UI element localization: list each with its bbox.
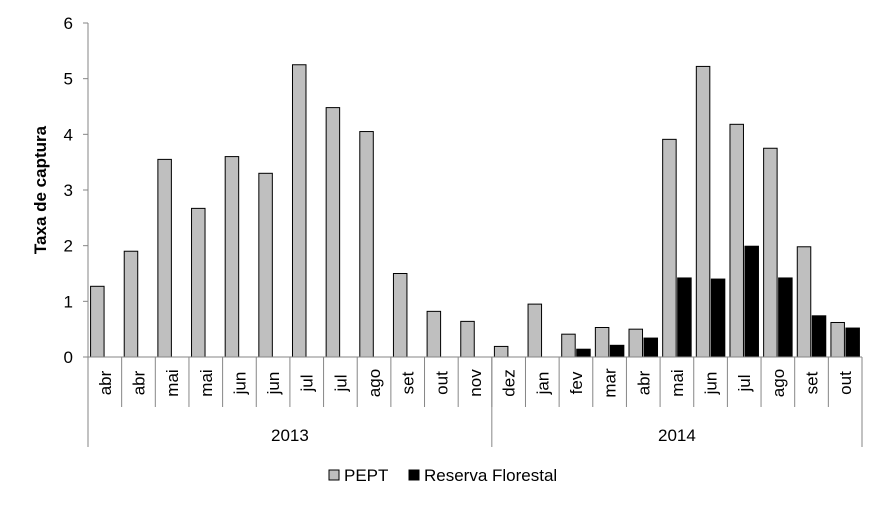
bar-pept <box>325 107 341 358</box>
x-tick-label: jul <box>331 374 350 392</box>
bar-pept <box>527 303 543 358</box>
bar-pept <box>359 131 374 358</box>
bar-pept <box>426 310 442 358</box>
group-label: 2014 <box>658 426 696 445</box>
bar-reserva-florestal <box>609 344 625 358</box>
bars <box>90 64 860 358</box>
bar-pept <box>628 328 644 358</box>
y-tick-label: 4 <box>64 125 73 144</box>
x-tick-label: fev <box>567 371 586 394</box>
x-tick-label: abr <box>96 370 115 395</box>
bar-pept <box>291 64 307 358</box>
bar-pept <box>123 250 139 358</box>
bar-pept <box>90 285 105 358</box>
bar-reserva-florestal <box>845 327 860 358</box>
bar-pept <box>662 138 677 358</box>
legend-swatch <box>408 469 420 481</box>
x-tick-label: jul <box>298 374 317 392</box>
x-tick-label: abr <box>634 370 653 395</box>
y-tick-label: 3 <box>64 181 73 200</box>
x-tick-label: mar <box>601 368 620 398</box>
x-tick-label: set <box>399 371 418 394</box>
x-tick-label: abr <box>129 370 148 395</box>
x-tick-label: out <box>432 371 451 395</box>
x-axis: abr abr mai mai jun jun jul jul ago set out nov dez j… <box>87 356 863 447</box>
y-tick-label: 2 <box>64 237 73 256</box>
x-tick-label: dez <box>500 369 519 396</box>
bar-pept <box>493 345 509 358</box>
bar-pept <box>561 333 576 358</box>
bar-reserva-florestal <box>677 277 692 358</box>
legend-label: Reserva Florestal <box>424 466 557 485</box>
bar-reserva-florestal <box>643 337 659 358</box>
bar-pept <box>729 123 744 358</box>
x-tick-label: jun <box>264 372 283 396</box>
x-tick-label: mai <box>197 369 216 396</box>
y-tick-label: 5 <box>64 70 73 89</box>
bar-pept <box>157 158 172 358</box>
x-tick-label: jun <box>702 372 721 396</box>
bar-pept <box>695 65 711 358</box>
x-tick-label: nov <box>466 369 485 397</box>
bar-reserva-florestal <box>744 245 759 358</box>
x-tick-label: ago <box>769 369 788 397</box>
bar-pept <box>594 326 610 358</box>
bar-pept <box>796 246 812 358</box>
legend-label: PEPT <box>344 466 388 485</box>
group-label: 2013 <box>271 426 309 445</box>
bar-pept <box>392 273 408 358</box>
y-axis: 0 1 2 3 4 5 6 <box>64 14 89 367</box>
bar-pept <box>460 320 475 358</box>
bar-pept <box>224 156 240 358</box>
bar-pept <box>763 147 778 358</box>
y-tick-label: 1 <box>64 292 73 311</box>
bar-pept <box>830 321 845 358</box>
y-axis-label: Taxa de captura <box>31 125 50 254</box>
bar-reserva-florestal <box>710 278 726 358</box>
x-tick-label: jan <box>533 372 552 396</box>
y-tick-label: 6 <box>64 14 73 33</box>
y-tick-label: 0 <box>64 348 73 367</box>
x-tick-label: mai <box>163 369 182 396</box>
bar-reserva-florestal <box>778 277 793 358</box>
x-tick-label: set <box>803 371 822 394</box>
x-tick-label: out <box>836 371 855 395</box>
legend: PEPT Reserva Florestal <box>328 466 557 485</box>
x-tick-label: jun <box>230 372 249 396</box>
bar-reserva-florestal <box>811 315 827 358</box>
bar-pept <box>191 207 206 358</box>
x-tick-label: ago <box>365 369 384 397</box>
legend-swatch <box>328 469 340 481</box>
bar-pept <box>258 172 273 358</box>
x-tick-label: mai <box>668 369 687 396</box>
x-tick-label: jul <box>735 374 754 392</box>
bar-reserva-florestal <box>576 348 591 358</box>
